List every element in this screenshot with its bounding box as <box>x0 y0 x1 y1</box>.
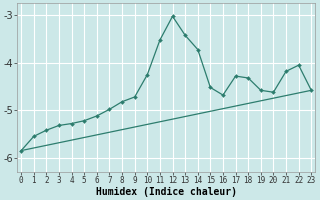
X-axis label: Humidex (Indice chaleur): Humidex (Indice chaleur) <box>96 186 237 197</box>
